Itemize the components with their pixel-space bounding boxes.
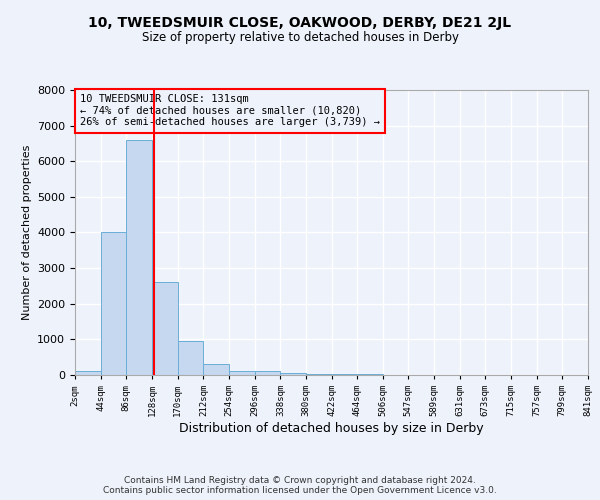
Bar <box>152 282 178 375</box>
Text: 10 TWEEDSMUIR CLOSE: 131sqm
← 74% of detached houses are smaller (10,820)
26% of: 10 TWEEDSMUIR CLOSE: 131sqm ← 74% of det… <box>80 94 380 128</box>
X-axis label: Distribution of detached houses by size in Derby: Distribution of detached houses by size … <box>179 422 484 435</box>
Bar <box>358 374 383 375</box>
Bar <box>332 374 358 375</box>
Bar <box>75 372 101 375</box>
Bar <box>178 341 203 375</box>
Y-axis label: Number of detached properties: Number of detached properties <box>22 145 32 320</box>
Bar <box>280 373 306 375</box>
Bar <box>255 372 280 375</box>
Bar <box>127 140 152 375</box>
Text: Size of property relative to detached houses in Derby: Size of property relative to detached ho… <box>142 31 458 44</box>
Bar <box>101 232 127 375</box>
Bar <box>229 372 255 375</box>
Text: 10, TWEEDSMUIR CLOSE, OAKWOOD, DERBY, DE21 2JL: 10, TWEEDSMUIR CLOSE, OAKWOOD, DERBY, DE… <box>88 16 512 30</box>
Bar <box>203 364 229 375</box>
Bar <box>306 374 332 375</box>
Text: Contains HM Land Registry data © Crown copyright and database right 2024.
Contai: Contains HM Land Registry data © Crown c… <box>103 476 497 495</box>
